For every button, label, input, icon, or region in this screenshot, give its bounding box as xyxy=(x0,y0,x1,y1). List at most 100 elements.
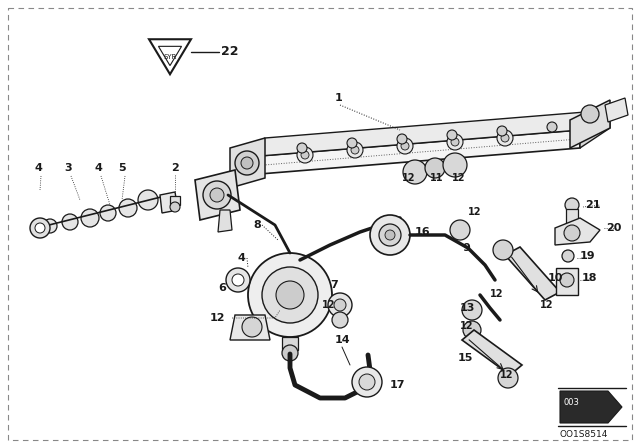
Circle shape xyxy=(401,142,409,150)
Text: 17: 17 xyxy=(390,380,406,390)
Text: 3: 3 xyxy=(64,163,72,173)
Circle shape xyxy=(562,250,574,262)
Polygon shape xyxy=(566,209,578,225)
Text: 003: 003 xyxy=(563,397,579,406)
Text: 12: 12 xyxy=(460,321,474,331)
Polygon shape xyxy=(159,46,182,65)
Circle shape xyxy=(328,293,352,317)
Text: 12: 12 xyxy=(540,300,554,310)
Text: 12: 12 xyxy=(322,300,335,310)
Text: 11: 11 xyxy=(430,173,444,183)
Polygon shape xyxy=(149,39,191,74)
Text: 12: 12 xyxy=(490,289,504,299)
Polygon shape xyxy=(556,268,578,295)
Circle shape xyxy=(334,299,346,311)
Circle shape xyxy=(403,160,427,184)
Text: 4: 4 xyxy=(94,163,102,173)
Circle shape xyxy=(30,218,50,238)
Circle shape xyxy=(447,134,463,150)
Circle shape xyxy=(547,122,557,132)
Circle shape xyxy=(359,374,375,390)
Circle shape xyxy=(138,190,158,210)
Polygon shape xyxy=(170,196,180,205)
Polygon shape xyxy=(195,170,240,220)
Polygon shape xyxy=(230,138,265,188)
Text: 18: 18 xyxy=(582,273,598,283)
Circle shape xyxy=(232,274,244,286)
Circle shape xyxy=(501,134,509,142)
Text: 12: 12 xyxy=(468,207,481,217)
Text: 22: 22 xyxy=(221,45,239,58)
Text: 12: 12 xyxy=(402,173,415,183)
Circle shape xyxy=(332,312,348,328)
Text: 19: 19 xyxy=(580,251,596,261)
Circle shape xyxy=(564,225,580,241)
Circle shape xyxy=(276,281,304,309)
Text: 16: 16 xyxy=(415,227,431,237)
Circle shape xyxy=(497,130,513,146)
Circle shape xyxy=(203,181,231,209)
Circle shape xyxy=(262,267,318,323)
Circle shape xyxy=(347,142,363,158)
Text: 8: 8 xyxy=(253,220,260,230)
Circle shape xyxy=(560,273,574,287)
Polygon shape xyxy=(282,337,298,350)
Polygon shape xyxy=(235,130,580,176)
Circle shape xyxy=(565,198,579,212)
Text: SYR: SYR xyxy=(163,54,177,60)
Circle shape xyxy=(385,230,395,240)
Text: 2: 2 xyxy=(171,163,179,173)
Circle shape xyxy=(100,205,116,221)
Circle shape xyxy=(301,151,309,159)
Polygon shape xyxy=(505,247,560,300)
Circle shape xyxy=(241,157,253,169)
Text: OO1S8514: OO1S8514 xyxy=(560,430,609,439)
Circle shape xyxy=(35,223,45,233)
Text: 13: 13 xyxy=(460,303,476,313)
Polygon shape xyxy=(462,330,522,375)
Circle shape xyxy=(463,321,481,339)
Circle shape xyxy=(451,138,459,146)
Circle shape xyxy=(352,367,382,397)
Circle shape xyxy=(493,240,513,260)
Text: 7: 7 xyxy=(330,280,338,290)
Polygon shape xyxy=(605,98,628,122)
Text: 12: 12 xyxy=(500,370,513,380)
Circle shape xyxy=(62,214,78,230)
Text: 12: 12 xyxy=(452,173,465,183)
Text: 9: 9 xyxy=(462,243,470,253)
Polygon shape xyxy=(555,218,600,245)
Text: 4: 4 xyxy=(34,163,42,173)
Circle shape xyxy=(297,143,307,153)
Circle shape xyxy=(119,199,137,217)
Polygon shape xyxy=(560,391,622,423)
Circle shape xyxy=(447,130,457,140)
Circle shape xyxy=(397,134,407,144)
Circle shape xyxy=(226,268,250,292)
Circle shape xyxy=(351,146,359,154)
Text: 10: 10 xyxy=(548,273,563,283)
Circle shape xyxy=(443,153,467,177)
Circle shape xyxy=(462,300,482,320)
Polygon shape xyxy=(235,110,610,158)
Circle shape xyxy=(347,138,357,148)
Circle shape xyxy=(235,151,259,175)
Text: 14: 14 xyxy=(335,335,351,345)
Circle shape xyxy=(397,138,413,154)
Circle shape xyxy=(81,209,99,227)
Text: 6: 6 xyxy=(218,283,226,293)
Polygon shape xyxy=(570,100,610,148)
Circle shape xyxy=(450,220,470,240)
Circle shape xyxy=(170,202,180,212)
Circle shape xyxy=(370,215,410,255)
Circle shape xyxy=(297,147,313,163)
Text: 20: 20 xyxy=(606,223,621,233)
Circle shape xyxy=(282,345,298,361)
Circle shape xyxy=(242,317,262,337)
Polygon shape xyxy=(230,315,270,340)
Polygon shape xyxy=(160,192,178,213)
Polygon shape xyxy=(580,110,610,148)
Circle shape xyxy=(379,224,401,246)
Text: 1: 1 xyxy=(335,93,343,103)
Circle shape xyxy=(43,219,57,233)
